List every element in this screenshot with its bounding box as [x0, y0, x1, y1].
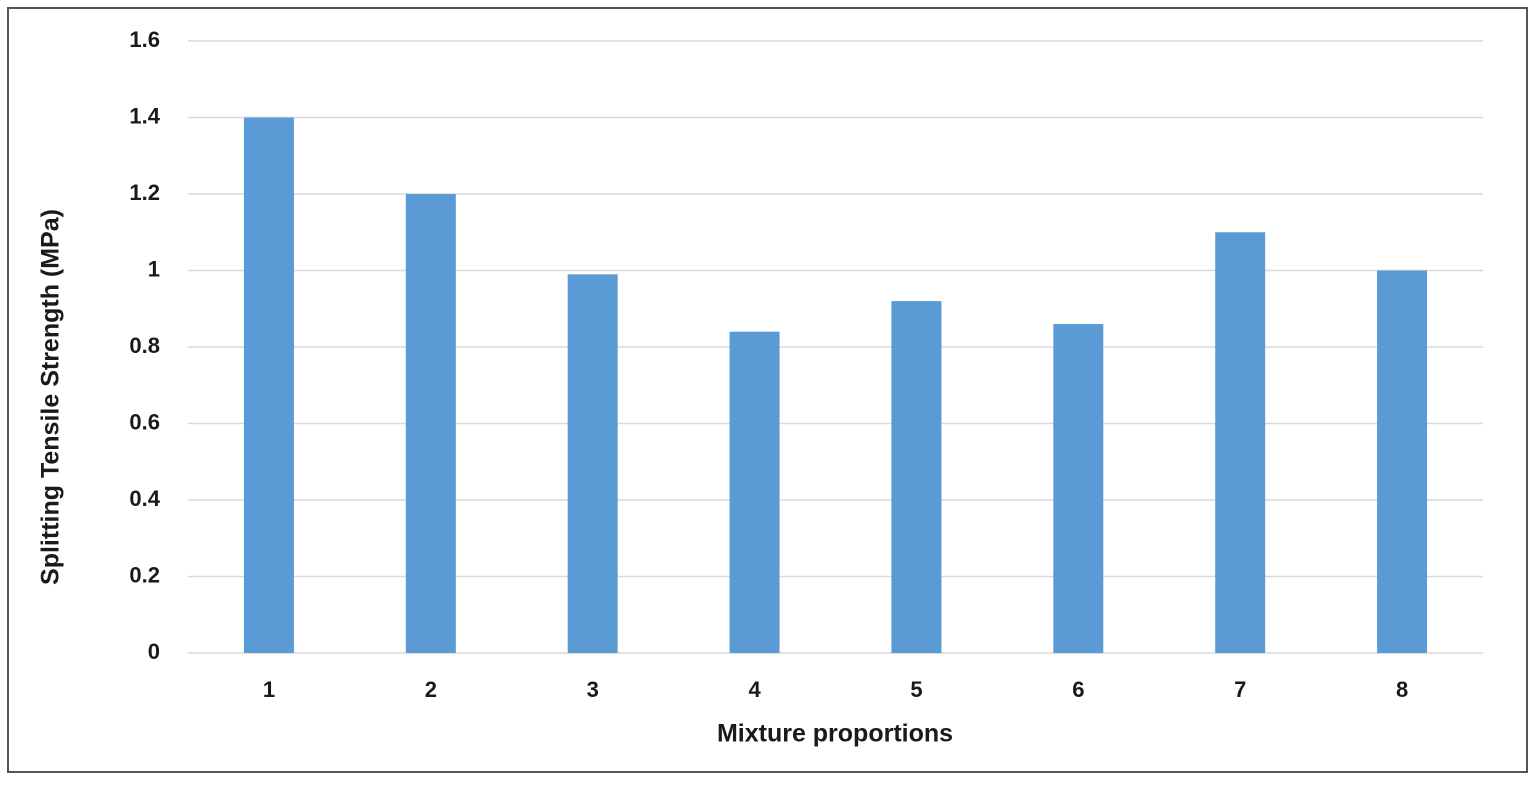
y-axis-label: Splitting Tensile Strength (MPa): [37, 209, 65, 585]
y-tick-label: 0: [148, 639, 160, 664]
bar: [243, 117, 294, 653]
x-tick-label: 6: [1072, 677, 1084, 702]
y-tick-label: 1.2: [129, 180, 160, 205]
bar: [1053, 324, 1104, 653]
y-tick-label: 0.6: [129, 409, 160, 434]
x-tick-label: 3: [587, 677, 599, 702]
x-axis-label: Mixture proportions: [717, 720, 953, 748]
x-tick-label: 7: [1234, 677, 1246, 702]
x-tick-label: 4: [748, 677, 761, 702]
x-tick-label: 8: [1396, 677, 1408, 702]
x-tick-label: 1: [263, 677, 275, 702]
y-tick-label: 0.2: [129, 562, 160, 587]
bar: [1215, 232, 1266, 653]
bar: [729, 331, 780, 653]
x-tick-label: 2: [425, 677, 437, 702]
y-tick-label: 0.8: [129, 333, 160, 358]
bar: [567, 274, 618, 653]
bar: [405, 194, 456, 653]
bar: [891, 301, 942, 653]
bar: [1377, 270, 1428, 653]
y-tick-label: 0.4: [129, 486, 160, 511]
x-tick-label: 5: [910, 677, 922, 702]
y-tick-label: 1.4: [129, 103, 160, 128]
y-tick-label: 1: [148, 256, 160, 281]
y-tick-label: 1.6: [129, 27, 160, 52]
